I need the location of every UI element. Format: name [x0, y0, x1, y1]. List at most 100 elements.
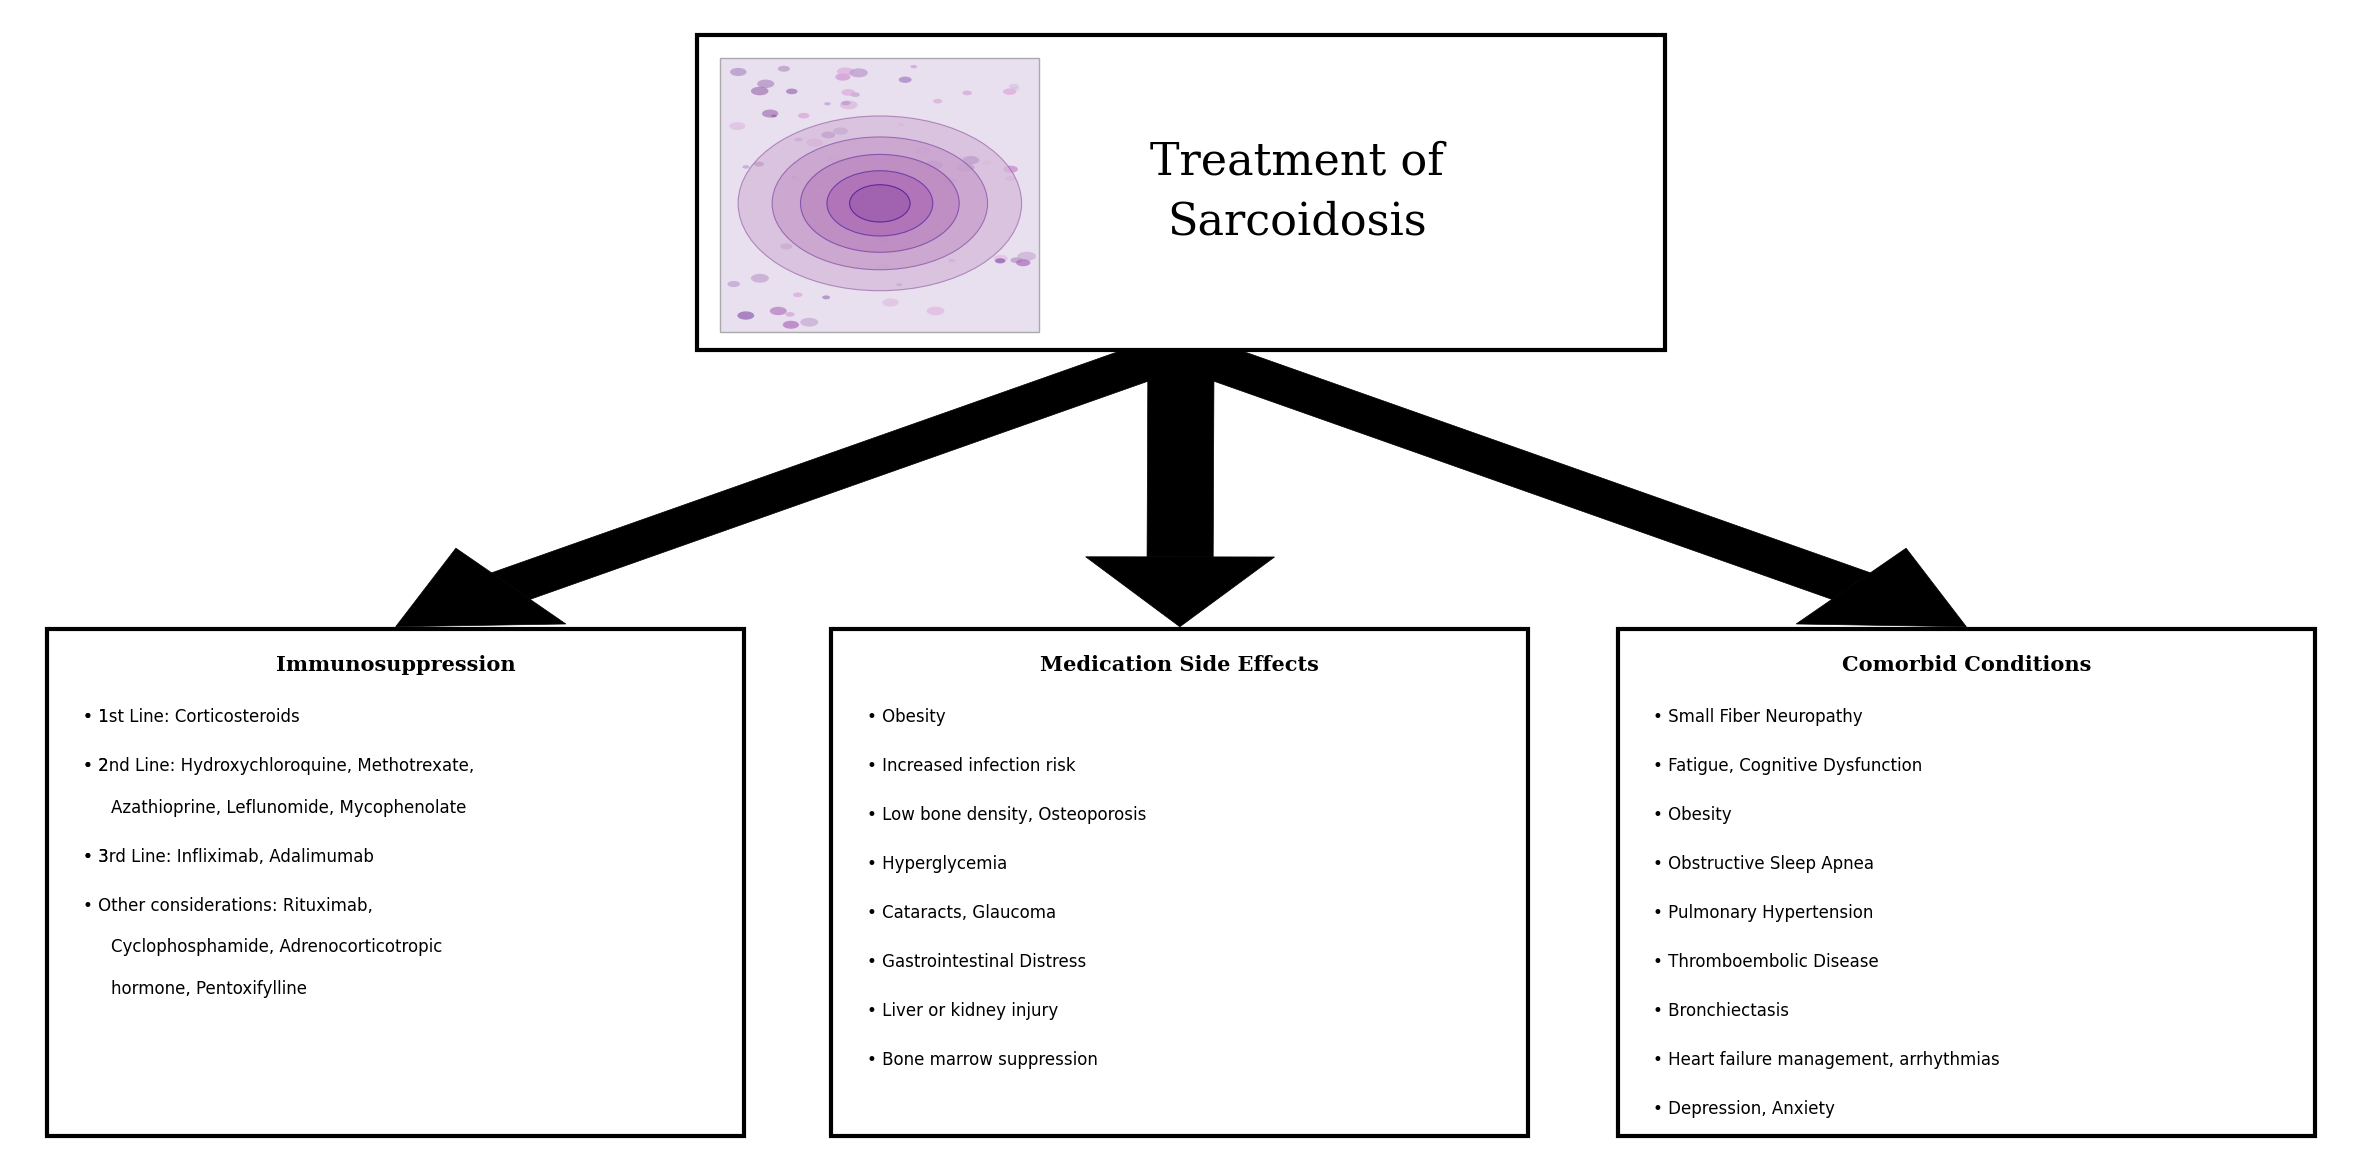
Circle shape	[791, 177, 803, 183]
Circle shape	[914, 147, 931, 155]
Circle shape	[931, 210, 938, 212]
Circle shape	[758, 79, 775, 89]
Circle shape	[850, 141, 857, 144]
Circle shape	[787, 312, 794, 317]
Circle shape	[1004, 165, 1018, 172]
Circle shape	[791, 176, 796, 178]
Circle shape	[879, 157, 886, 162]
Circle shape	[857, 148, 867, 153]
Circle shape	[1011, 257, 1023, 263]
Ellipse shape	[850, 185, 909, 223]
Circle shape	[824, 103, 831, 105]
Circle shape	[798, 113, 810, 119]
Circle shape	[841, 101, 850, 105]
Text: • Obesity: • Obesity	[1653, 806, 1731, 824]
Circle shape	[853, 218, 867, 225]
Circle shape	[898, 123, 905, 126]
Circle shape	[782, 320, 798, 329]
Ellipse shape	[772, 137, 987, 270]
Circle shape	[1018, 252, 1037, 261]
Circle shape	[1016, 260, 1030, 267]
Circle shape	[836, 68, 853, 76]
Circle shape	[926, 306, 945, 316]
Circle shape	[895, 283, 902, 287]
Text: Medication Side Effects: Medication Side Effects	[1039, 655, 1320, 675]
Circle shape	[1013, 87, 1020, 91]
Text: hormone, Pentoxifylline: hormone, Pentoxifylline	[111, 980, 307, 998]
Text: • 2: • 2	[83, 757, 109, 775]
Circle shape	[751, 86, 768, 96]
Text: • Pulmonary Hypertension: • Pulmonary Hypertension	[1653, 904, 1873, 922]
Circle shape	[742, 165, 749, 169]
Text: • 1: • 1	[83, 708, 109, 726]
Circle shape	[883, 220, 890, 223]
Text: • Liver or kidney injury: • Liver or kidney injury	[867, 1002, 1058, 1019]
FancyBboxPatch shape	[720, 58, 1039, 332]
Text: Comorbid Conditions: Comorbid Conditions	[1842, 655, 2090, 675]
Text: • Depression, Anxiety: • Depression, Anxiety	[1653, 1100, 1835, 1117]
Text: • Bone marrow suppression: • Bone marrow suppression	[867, 1051, 1098, 1068]
Text: • 3rd Line: Infliximab, Adalimumab: • 3rd Line: Infliximab, Adalimumab	[83, 848, 373, 866]
Text: • Fatigue, Cognitive Dysfunction: • Fatigue, Cognitive Dysfunction	[1653, 757, 1923, 775]
Circle shape	[957, 163, 976, 171]
Text: • 2: • 2	[83, 757, 109, 775]
Polygon shape	[491, 337, 1200, 599]
Circle shape	[876, 238, 893, 246]
Text: • Hyperglycemia: • Hyperglycemia	[867, 855, 1006, 873]
FancyBboxPatch shape	[697, 35, 1665, 350]
Circle shape	[841, 89, 855, 96]
FancyBboxPatch shape	[1618, 629, 2315, 1136]
Circle shape	[933, 99, 942, 104]
Circle shape	[815, 170, 820, 172]
Text: • 1: • 1	[83, 708, 109, 726]
Circle shape	[787, 89, 798, 94]
Circle shape	[794, 292, 803, 297]
Text: • 3: • 3	[83, 848, 109, 866]
Text: • Small Fiber Neuropathy: • Small Fiber Neuropathy	[1653, 708, 1864, 726]
Circle shape	[983, 161, 992, 165]
Circle shape	[841, 100, 857, 110]
Circle shape	[1004, 89, 1016, 94]
Text: • 3: • 3	[83, 848, 109, 866]
Text: • Cataracts, Glaucoma: • Cataracts, Glaucoma	[867, 904, 1056, 922]
Text: • Increased infection risk: • Increased infection risk	[867, 757, 1075, 775]
Polygon shape	[1087, 557, 1275, 627]
Circle shape	[730, 122, 746, 130]
Circle shape	[727, 281, 739, 287]
Circle shape	[1009, 84, 1018, 89]
FancyBboxPatch shape	[47, 629, 744, 1136]
Polygon shape	[1148, 350, 1214, 557]
Text: • Thromboembolic Disease: • Thromboembolic Disease	[1653, 953, 1880, 970]
Circle shape	[801, 318, 817, 326]
Text: • Bronchiectasis: • Bronchiectasis	[1653, 1002, 1790, 1019]
Polygon shape	[1795, 549, 1965, 627]
Circle shape	[872, 186, 883, 192]
Circle shape	[822, 132, 836, 139]
Circle shape	[770, 306, 787, 316]
Circle shape	[926, 171, 935, 176]
Circle shape	[942, 177, 957, 184]
Circle shape	[805, 139, 822, 147]
Circle shape	[850, 69, 867, 77]
Text: • Obesity: • Obesity	[867, 708, 945, 726]
Text: • Gastrointestinal Distress: • Gastrointestinal Distress	[867, 953, 1087, 970]
Ellipse shape	[737, 116, 1020, 291]
Circle shape	[794, 162, 798, 164]
Circle shape	[777, 65, 789, 72]
Circle shape	[883, 168, 900, 177]
Circle shape	[841, 186, 857, 195]
Circle shape	[822, 296, 829, 299]
Text: • 2nd Line: Hydroxychloroquine, Methotrexate,: • 2nd Line: Hydroxychloroquine, Methotre…	[83, 757, 475, 775]
Text: • 3: • 3	[83, 848, 109, 866]
Circle shape	[763, 110, 779, 118]
Circle shape	[961, 91, 971, 96]
Polygon shape	[394, 549, 567, 627]
Circle shape	[770, 114, 777, 118]
Circle shape	[834, 245, 841, 248]
Text: • Obstructive Sleep Apnea: • Obstructive Sleep Apnea	[1653, 855, 1875, 873]
Circle shape	[730, 68, 746, 76]
Circle shape	[753, 162, 763, 167]
Circle shape	[947, 259, 957, 262]
Circle shape	[926, 161, 942, 169]
Circle shape	[815, 214, 824, 218]
